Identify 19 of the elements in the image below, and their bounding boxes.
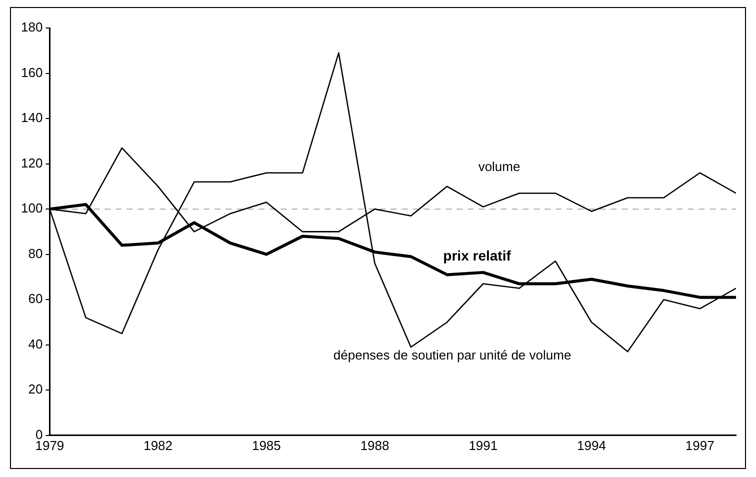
y-tick-label: 20 — [28, 382, 43, 397]
x-tick-label: 1991 — [468, 438, 498, 453]
x-tick-label: 1985 — [252, 438, 281, 453]
y-tick-label: 180 — [20, 20, 43, 35]
y-tick-label: 100 — [20, 200, 43, 216]
x-tick-label: 1982 — [144, 438, 173, 453]
y-tick-label: 0 — [35, 426, 43, 442]
series-label: prix relatif — [443, 248, 512, 264]
y-tick-label: 40 — [28, 336, 43, 352]
y-tick-label: 80 — [28, 246, 43, 261]
x-tick-label: 1997 — [685, 438, 714, 453]
x-tick-label: 1994 — [577, 438, 606, 453]
text: dépenses de soutien par unité de volume — [333, 347, 572, 362]
y-tick-label: 60 — [28, 291, 43, 306]
series-label: volume — [478, 158, 520, 174]
y-tick-label: 120 — [20, 155, 43, 170]
y-tick-label: 140 — [20, 110, 43, 126]
y-tick-label: 160 — [20, 64, 43, 80]
x-tick-label: 1988 — [360, 438, 390, 453]
